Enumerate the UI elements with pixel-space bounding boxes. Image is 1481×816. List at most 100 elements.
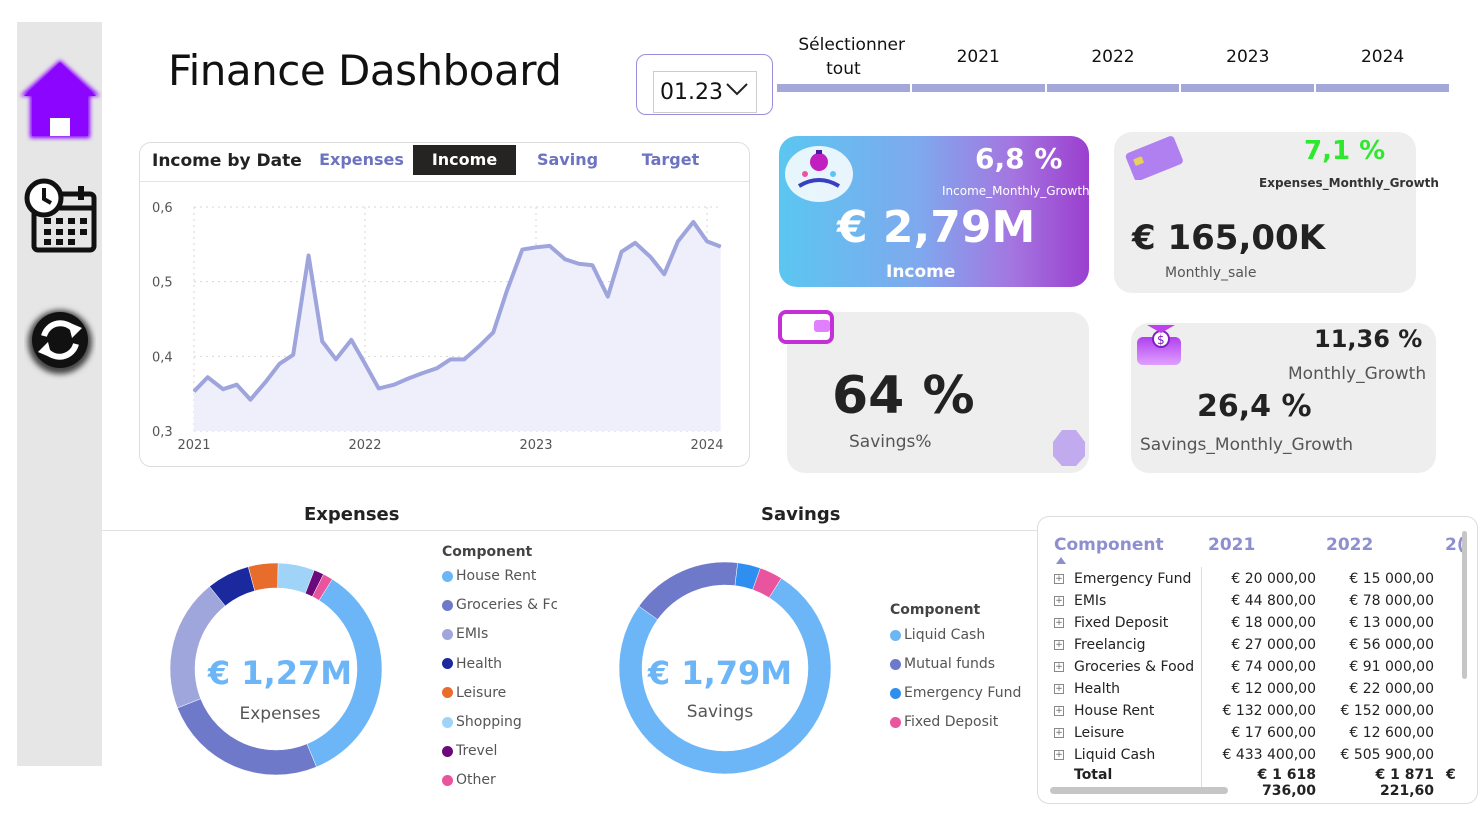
expand-icon[interactable]: + [1054, 618, 1064, 628]
tab-saving[interactable]: Saving [536, 150, 599, 169]
data-point [279, 363, 280, 365]
expenses-legend-item[interactable]: Leisure [442, 685, 506, 701]
legend-label: Trevel [456, 743, 498, 760]
expenses-legend-item[interactable]: Other [442, 772, 496, 788]
horizontal-scrollbar[interactable] [1050, 787, 1228, 794]
year-label: Sélectionner tout [798, 35, 905, 79]
expenses-legend-item[interactable]: EMIs [442, 626, 488, 642]
legend-label: Leisure [456, 684, 507, 701]
savings-legend-item[interactable]: Mutual funds [890, 656, 995, 672]
date-dropdown-container: 01.23 [636, 54, 773, 115]
matrix-row[interactable]: + Emergency Fund € 20 000,00 € 15 000,00 [1038, 569, 1468, 591]
component-name: EMIs [1074, 593, 1107, 609]
income-line-chart: Income by Date Expenses Income Saving Ta… [139, 142, 750, 467]
component-name: Groceries & Food [1074, 659, 1195, 675]
tab-target[interactable]: Target [641, 150, 700, 169]
calendar-clock-icon[interactable] [17, 176, 102, 256]
matrix-row[interactable]: + EMIs € 44 800,00 € 78 000,00 [1038, 591, 1468, 613]
income-growth-label: Income_Monthly_Growth [942, 184, 1089, 198]
matrix-row[interactable]: + Health € 12 000,00 € 22 000,00 [1038, 679, 1468, 701]
matrix-header-2023[interactable]: 2( [1445, 535, 1465, 555]
data-point [521, 249, 523, 251]
savings-legend-item[interactable]: Emergency Fund [890, 685, 1021, 701]
component-matrix: Component 2021 2022 2( + Emergency Fund € … [1037, 516, 1478, 804]
expand-icon[interactable]: + [1054, 684, 1064, 694]
savings-legend-item[interactable]: Fixed Deposit [890, 714, 998, 730]
matrix-row-label: + Groceries & Food [1054, 659, 1194, 675]
tab-income[interactable]: Income [413, 145, 516, 175]
matrix-row[interactable]: + House Rent € 132 000,00 € 152 000,00 [1038, 701, 1468, 723]
donut-slice-fixed-deposit[interactable] [752, 567, 782, 599]
value-2021: € 44 800,00 [1231, 593, 1316, 609]
donut-slice-mutual-funds[interactable] [638, 561, 738, 620]
data-point [650, 256, 652, 258]
legend-dot [890, 716, 901, 728]
legend-dot [442, 745, 453, 757]
data-point [578, 263, 580, 265]
value-2021: € 74 000,00 [1231, 659, 1316, 675]
matrix-header-2021[interactable]: 2021 [1208, 535, 1256, 555]
value-2021: € 27 000,00 [1231, 637, 1316, 653]
date-dropdown-value: 01.23 [660, 79, 723, 105]
refresh-icon[interactable] [17, 296, 102, 382]
tab-divider [140, 181, 749, 182]
matrix-header-component[interactable]: Component [1054, 535, 1164, 555]
component-name: Freelancig [1074, 637, 1146, 653]
expenses-legend-item[interactable]: House Rent [442, 568, 536, 584]
value-2021: € 12 000,00 [1231, 681, 1316, 697]
data-point [607, 296, 609, 298]
savings-legend-item[interactable]: Liquid Cash [890, 627, 985, 643]
matrix-header-2022[interactable]: 2022 [1326, 535, 1374, 555]
donut-slice-liquid-cash[interactable] [618, 577, 832, 775]
legend-label: Liquid Cash [904, 627, 986, 643]
expenses-legend-item[interactable]: Groceries & Fc [442, 597, 557, 613]
value-2021: € 20 000,00 [1231, 571, 1316, 587]
area-fill [194, 221, 721, 431]
matrix-row[interactable]: + Groceries & Food € 74 000,00 € 91 000,00 [1038, 657, 1468, 679]
tab-expenses[interactable]: Expenses [319, 150, 404, 169]
year-2024[interactable]: 2024 [1316, 30, 1449, 92]
expand-icon[interactable]: + [1054, 574, 1064, 584]
expenses-legend-item[interactable]: Shopping [442, 714, 522, 730]
value-2022: € 22 000,00 [1349, 681, 1434, 697]
expand-icon[interactable]: + [1054, 596, 1064, 606]
savings-pct-kpi-card: 64 % Savings% [787, 312, 1089, 473]
legend-label: Health [456, 655, 502, 672]
donut-slice-other[interactable] [311, 573, 333, 601]
expenses-legend-item[interactable]: Health [442, 656, 502, 672]
value-2022: € 78 000,00 [1349, 593, 1434, 609]
value-2022: € 15 000,00 [1349, 571, 1434, 587]
year-select-all[interactable]: Sélectionner tout [777, 30, 910, 92]
data-point [463, 358, 465, 360]
matrix-row[interactable]: + Leisure € 17 600,00 € 12 600,00 [1038, 723, 1468, 745]
y-tick-label: 0,5 [152, 276, 173, 291]
expand-icon[interactable]: + [1054, 662, 1064, 672]
sort-asc-icon [1056, 557, 1066, 564]
component-name: Leisure [1074, 725, 1125, 741]
expenses-legend-item[interactable]: Trevel [442, 743, 497, 759]
expenses-label: Monthly_sale [1165, 265, 1257, 281]
savings-legend-title: Component [890, 602, 981, 618]
chevron-down-icon [726, 83, 748, 96]
expand-icon[interactable]: + [1054, 750, 1064, 760]
year-2021[interactable]: 2021 [911, 30, 1045, 92]
date-dropdown[interactable]: 01.23 [653, 71, 757, 113]
value-2022: € 12 600,00 [1349, 725, 1434, 741]
year-2023[interactable]: 2023 [1181, 30, 1314, 92]
matrix-row[interactable]: + Freelancig € 27 000,00 € 56 000,00 [1038, 635, 1468, 657]
data-point [564, 258, 566, 260]
matrix-row[interactable]: + Fixed Deposit € 18 000,00 € 13 000,00 [1038, 613, 1468, 635]
vertical-scrollbar[interactable] [1462, 531, 1467, 679]
year-2022[interactable]: 2022 [1046, 30, 1180, 92]
savings-section-title: Savings [761, 504, 841, 525]
sidebar [17, 22, 102, 766]
expand-icon[interactable]: + [1054, 706, 1064, 716]
matrix-divider [1201, 567, 1202, 787]
matrix-row[interactable]: + Liquid Cash € 433 400,00 € 505 900,00 [1038, 745, 1468, 767]
data-point [265, 381, 267, 383]
expand-icon[interactable]: + [1054, 640, 1064, 650]
total-label: Total [1074, 767, 1113, 783]
expand-icon[interactable]: + [1054, 728, 1064, 738]
home-icon[interactable] [17, 56, 102, 142]
data-point [249, 399, 251, 401]
